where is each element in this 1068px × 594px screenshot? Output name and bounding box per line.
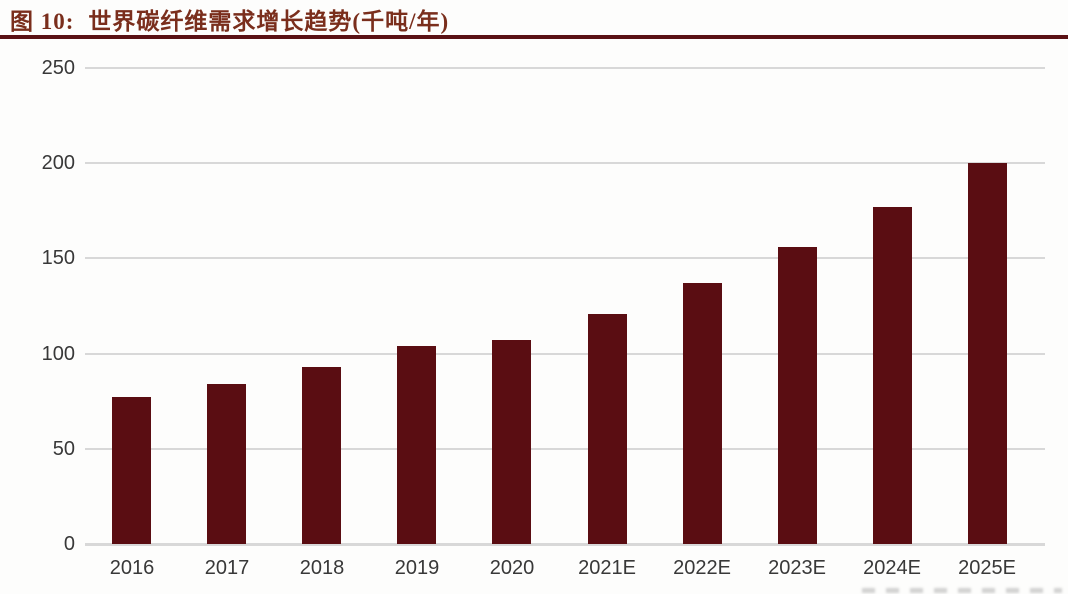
bar-2023E [778, 247, 817, 544]
x-axis-tick-label-2022E: 2022E [673, 557, 731, 579]
gridline-y-100 [85, 353, 1045, 355]
x-axis-tick-label-2019: 2019 [394, 557, 440, 579]
x-axis-tick-label-2023E: 2023E [768, 557, 826, 579]
bar-2020 [492, 340, 531, 544]
cropped-text-artifact [862, 588, 1062, 593]
y-axis-tick-label-50: 50 [52, 438, 75, 460]
gridline-y-250 [85, 67, 1045, 69]
gridline-y-50 [85, 448, 1045, 450]
figure-number-label: 图 10: [10, 9, 75, 34]
bar-2025E [968, 163, 1007, 544]
x-axis-tick-label-2025E: 2025E [958, 557, 1016, 579]
y-axis-tick-label-250: 250 [41, 57, 75, 79]
figure-title-text: 世界碳纤维需求增长趋势(千吨/年) [88, 9, 450, 34]
x-axis-tick-label-2016: 2016 [109, 557, 155, 579]
y-axis-tick-label-150: 150 [41, 247, 75, 269]
x-axis-tick-label-2018: 2018 [299, 557, 345, 579]
plot-area: 0 50 100 150 200 250 2016 2017 2018 2019 2020 2021E… [42, 57, 1045, 579]
figure-title: 图 10: 世界碳纤维需求增长趋势(千吨/年) [10, 4, 449, 34]
gridline-y-200 [85, 162, 1045, 164]
bar-2021E [588, 314, 627, 544]
y-axis-tick-label-100: 100 [41, 343, 75, 365]
y-axis-tick-label-200: 200 [41, 152, 75, 174]
x-axis-tick-label-2020: 2020 [489, 557, 535, 579]
x-axis-tick-label-2021E: 2021E [578, 557, 636, 579]
bar-2016 [112, 397, 151, 544]
bar-2022E [683, 283, 722, 544]
title-underline-rule [0, 35, 1068, 39]
bar-2018 [302, 367, 341, 544]
gridline-y-150 [85, 257, 1045, 259]
y-axis-tick-label-0: 0 [63, 533, 75, 555]
x-axis-tick-label-2017: 2017 [204, 557, 250, 579]
bar-2024E [873, 207, 912, 544]
x-axis-tick-label-2024E: 2024E [863, 557, 921, 579]
bar-2017 [207, 384, 246, 544]
x-axis-baseline [85, 543, 1045, 546]
bar-2019 [397, 346, 436, 544]
